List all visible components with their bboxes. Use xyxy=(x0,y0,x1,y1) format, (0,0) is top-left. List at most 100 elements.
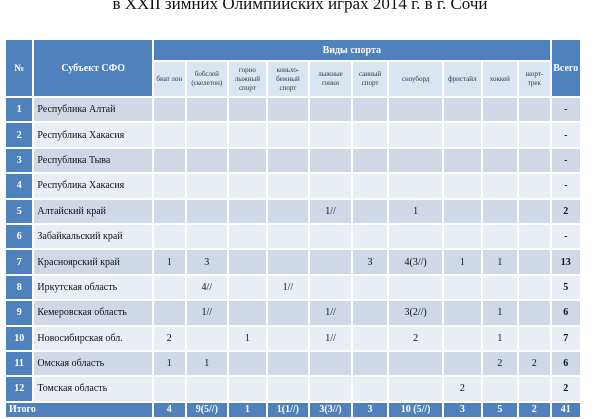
sport-count-cell: 3 xyxy=(186,250,228,274)
sport-count-cell xyxy=(444,123,481,147)
sport-count-cell xyxy=(310,377,351,401)
sport-count-cell xyxy=(154,174,185,198)
sport-count-cell xyxy=(482,377,518,401)
sport-count-cell xyxy=(310,275,351,300)
table-row: 10 Новосибирская обл. 2 1 1//2 1 7 xyxy=(6,326,580,350)
sport-count-cell: 2 xyxy=(519,351,550,376)
table-row: 2 Республика Хакасия - xyxy=(6,123,580,147)
sport-count-cell xyxy=(444,98,481,122)
sport-count-cell xyxy=(444,275,481,300)
sport-count-cell xyxy=(267,351,309,376)
sport-count-cell xyxy=(186,199,228,223)
sport-count-cell xyxy=(229,123,266,147)
sport-count-cell xyxy=(154,148,185,173)
table-row: 8 Иркутская область 4// 1// 5 xyxy=(6,275,580,300)
sport-count-cell xyxy=(154,275,185,300)
sport-count-cell xyxy=(229,98,266,122)
sport-total-cell: 2 xyxy=(519,402,550,417)
sport-count-cell xyxy=(154,224,185,249)
sport-column-header: фристайл xyxy=(444,62,481,96)
row-total: - xyxy=(551,224,580,249)
sport-count-cell xyxy=(267,301,309,325)
sport-count-cell: 1 xyxy=(444,250,481,274)
grand-total: 41 xyxy=(551,402,580,417)
row-total: - xyxy=(551,98,580,122)
sport-count-cell xyxy=(352,123,388,147)
sport-count-cell: 2 xyxy=(444,377,481,401)
sport-count-cell: 2 xyxy=(482,351,518,376)
sport-count-cell: 4(3//) xyxy=(389,250,443,274)
sport-count-cell xyxy=(310,98,351,122)
sport-count-cell: 1// xyxy=(310,301,351,325)
sport-count-cell xyxy=(519,148,550,173)
sport-count-cell xyxy=(352,326,388,350)
sport-count-cell xyxy=(389,351,443,376)
sport-total-cell: 3 xyxy=(444,402,481,417)
sport-count-cell xyxy=(267,250,309,274)
region-name: Забайкальский край xyxy=(34,224,153,249)
sport-column-header: лыжные гонки xyxy=(310,62,351,96)
sport-count-cell xyxy=(482,224,518,249)
sport-count-cell xyxy=(389,377,443,401)
sport-count-cell xyxy=(352,148,388,173)
sport-count-cell xyxy=(310,123,351,147)
sport-count-cell xyxy=(310,224,351,249)
sport-count-cell: 1// xyxy=(267,275,309,300)
header-subject: Субъект СФО xyxy=(34,40,153,96)
row-number: 5 xyxy=(6,199,33,223)
sport-count-cell xyxy=(186,148,228,173)
table-row: 1 Республика Алтай - xyxy=(6,98,580,122)
sport-count-cell xyxy=(352,224,388,249)
header-sports: Виды спорта xyxy=(154,40,550,60)
sport-count-cell xyxy=(267,123,309,147)
sport-total-cell: 1(1//) xyxy=(267,402,309,417)
sport-total-cell: 9(5//) xyxy=(186,402,228,417)
sport-count-cell: 1 xyxy=(154,250,185,274)
sport-total-cell: 3(3//) xyxy=(310,402,351,417)
sport-column-header: шорт-трек xyxy=(519,62,550,96)
sport-count-cell: 2 xyxy=(154,326,185,350)
sport-count-cell: 1// xyxy=(186,301,228,325)
row-total: 7 xyxy=(551,326,580,350)
sport-count-cell xyxy=(444,224,481,249)
sport-total-cell: 1 xyxy=(229,402,266,417)
row-total: 5 xyxy=(551,275,580,300)
table-row: 5 Алтайский край 1// 1 2 xyxy=(6,199,580,223)
sport-count-cell: 1// xyxy=(310,199,351,223)
sport-count-cell xyxy=(229,148,266,173)
row-number: 1 xyxy=(6,98,33,122)
sport-count-cell xyxy=(389,98,443,122)
sport-count-cell xyxy=(186,224,228,249)
sport-count-cell xyxy=(229,250,266,274)
sport-count-cell xyxy=(310,351,351,376)
sport-count-cell xyxy=(229,275,266,300)
sport-count-cell xyxy=(186,98,228,122)
table-row: 4 Республика Хакасия - xyxy=(6,174,580,198)
row-total: 13 xyxy=(551,250,580,274)
sport-count-cell xyxy=(229,377,266,401)
sport-count-cell xyxy=(389,224,443,249)
row-number: 7 xyxy=(6,250,33,274)
sport-count-cell xyxy=(519,301,550,325)
sport-column-header: хоккей xyxy=(482,62,518,96)
sport-count-cell: 1 xyxy=(482,301,518,325)
table-row: 11 Омская область 1 1 2 2 6 xyxy=(6,351,580,376)
sport-count-cell xyxy=(154,199,185,223)
table-row: 3 Республика Тыва - xyxy=(6,148,580,173)
sport-total-cell: 3 xyxy=(352,402,388,417)
sport-count-cell xyxy=(352,174,388,198)
sport-count-cell xyxy=(310,250,351,274)
sport-count-cell xyxy=(389,123,443,147)
row-number: 9 xyxy=(6,301,33,325)
sport-count-cell xyxy=(519,377,550,401)
row-number: 4 xyxy=(6,174,33,198)
table-row: 6 Забайкальский край - xyxy=(6,224,580,249)
sport-count-cell xyxy=(389,174,443,198)
sport-count-cell xyxy=(444,199,481,223)
sport-count-cell xyxy=(267,98,309,122)
sport-count-cell xyxy=(352,351,388,376)
sport-count-cell xyxy=(352,98,388,122)
sport-count-cell xyxy=(444,301,481,325)
sport-count-cell xyxy=(519,250,550,274)
sport-column-header: санный спорт xyxy=(352,62,388,96)
